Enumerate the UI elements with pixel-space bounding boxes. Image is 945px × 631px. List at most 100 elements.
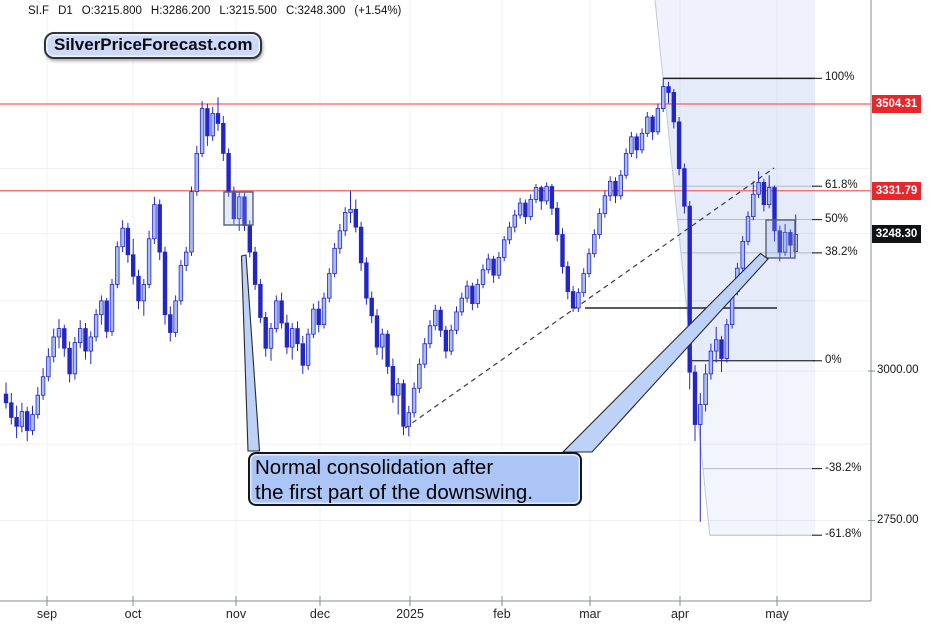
candle-body [417,363,422,389]
candle-body [655,108,661,133]
candle-body [157,204,162,253]
candle-body [189,191,194,253]
candle-body [369,297,374,317]
candle-body [772,187,777,232]
candle-body [639,132,645,151]
candle-body [51,336,56,358]
candle-body [724,324,729,359]
candle-body [411,387,417,414]
candle-body [454,311,459,331]
candle-body [210,113,215,137]
candle-body [353,208,358,228]
candle-body [35,394,40,415]
candle-body [576,292,581,309]
candle-body [342,212,348,232]
consolidation-highlight-box [765,219,796,259]
candle-body [300,343,305,366]
candle-body [592,234,597,255]
candle-body [740,241,745,269]
candle-body [364,262,369,299]
candle-body [321,297,327,326]
candle-body [115,246,120,285]
candle-body [608,180,613,197]
candle-body [295,328,300,345]
candle-body [30,414,35,431]
candle-body [337,230,343,249]
candle-body [682,168,687,207]
candle-body [507,226,512,241]
candle-body [316,308,321,326]
candle-body [46,356,51,378]
candle-body [666,86,671,93]
candle-body [390,366,396,396]
callout-leader-pointer [240,254,261,452]
candle-body [464,285,470,299]
candle-body [67,347,72,375]
candle-body [512,214,517,228]
candle-body [279,300,284,324]
candle-body [480,269,486,285]
candle-body [475,284,480,305]
candle-body [380,333,385,348]
candle-body [385,333,390,367]
candle-body [565,266,570,292]
candle-body [268,328,274,349]
candle-body [252,251,258,285]
candle-body [517,202,523,216]
candle-body [99,300,104,316]
candle-body [650,116,655,133]
candle-body [258,284,263,318]
candle-body [555,207,560,235]
candle-body [433,309,438,327]
candle-body [274,300,279,329]
candle-body [374,315,380,348]
candle-body [756,182,761,195]
candle-body [9,402,14,418]
candle-body [767,187,772,206]
candle-body [539,187,544,202]
candle-body [719,339,724,359]
candle-body [438,309,443,331]
candle-body [623,153,629,176]
candle-body [183,251,189,266]
candle-body [470,285,475,305]
callout-leader-pointer [561,252,769,453]
candle-body [782,232,788,253]
candle-body [496,257,502,276]
candle-body [406,412,411,427]
candle-body [486,258,491,271]
candle-body [793,234,798,252]
candle-body [671,92,676,123]
candle-body [93,314,99,338]
candle-body [427,325,433,345]
candle-body [146,238,152,285]
candle-body [327,273,332,299]
candle-body [130,254,136,277]
candle-body [586,253,592,274]
fib-shaded-band [691,360,815,536]
candle-body [549,186,555,209]
candle-body [332,247,337,274]
candle-body [221,123,226,154]
fib-shaded-band [655,0,815,79]
candle-body [263,317,268,349]
candle-body [501,239,507,258]
candle-body [661,86,666,109]
candle-body [698,404,703,425]
candle-body [62,328,67,349]
candle-body [613,180,618,197]
candle-body [40,376,46,396]
candle-body [120,227,125,248]
candle-body [305,333,311,366]
candle-body [72,342,78,375]
candle-body [422,343,427,365]
candle-body [745,216,751,242]
candle-body [761,182,767,206]
candle-body [215,113,221,124]
candle-body [777,230,782,253]
candle-body [687,205,692,373]
candle-body [88,336,93,352]
candle-body [3,393,9,404]
